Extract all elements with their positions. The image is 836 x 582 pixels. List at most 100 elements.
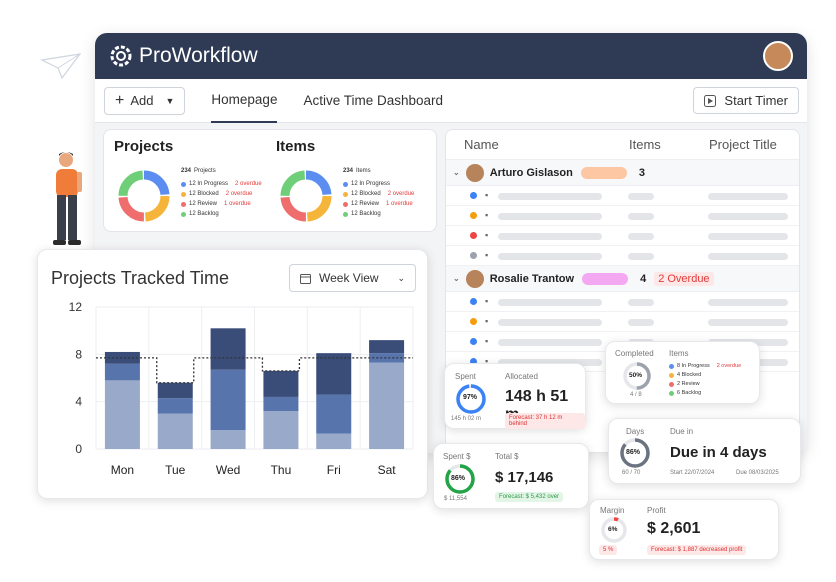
profit-value: $ 2,601 bbox=[647, 520, 701, 537]
spent-money-ring bbox=[445, 464, 475, 494]
placeholder-bar bbox=[628, 253, 654, 260]
spent-money-forecast: Forecast: $ 5,432 over bbox=[495, 492, 564, 502]
spent-card: Spent 97% 145 h 02 m Allocated 148 h 51 … bbox=[444, 363, 586, 429]
bar-segment[interactable] bbox=[210, 328, 246, 370]
item-type-icon: ▪ bbox=[485, 230, 489, 240]
tracked-time-card: Projects Tracked Time Week View ⌄ 0 4 8 12 M… bbox=[37, 249, 428, 499]
legend-dot bbox=[343, 201, 348, 207]
status-dot bbox=[470, 338, 477, 345]
spent-money-label: Spent $ bbox=[443, 452, 471, 461]
item-type-icon: ▪ bbox=[485, 190, 489, 200]
bar-segment[interactable] bbox=[316, 433, 352, 449]
week-view-dropdown[interactable]: Week View ⌄ bbox=[289, 264, 416, 292]
profit-forecast: Forecast: $ 1,887 decreased profit bbox=[647, 545, 747, 555]
total-money-label: Total $ bbox=[495, 452, 519, 461]
item-type-icon: ▪ bbox=[485, 356, 489, 366]
x-tick-label: Thu bbox=[271, 463, 292, 477]
group-pill bbox=[582, 272, 629, 285]
table-row[interactable]: ▪ bbox=[446, 312, 799, 332]
group-count: 4 bbox=[640, 272, 647, 285]
status-dot bbox=[470, 318, 477, 325]
bar-segment[interactable] bbox=[263, 396, 299, 412]
margin-card: Margin 6% 5 % Profit $ 2,601 Forecast: $… bbox=[589, 499, 779, 560]
legend-row: 12 Backlog bbox=[343, 209, 414, 219]
legend-overdue: 1 overdue bbox=[386, 201, 413, 207]
bar-segment[interactable] bbox=[263, 411, 299, 449]
bar-segment[interactable] bbox=[210, 369, 246, 431]
bar-segment[interactable] bbox=[369, 362, 405, 449]
bar-segment[interactable] bbox=[210, 430, 246, 449]
status-dot bbox=[470, 252, 477, 259]
bar-segment[interactable] bbox=[316, 394, 352, 434]
bar-segment[interactable] bbox=[263, 370, 299, 397]
start-timer-button[interactable]: Start Timer bbox=[693, 87, 799, 114]
table-group-row[interactable]: ⌄ Rosalie Trantow 4 2 Overdue bbox=[446, 266, 799, 292]
days-ring bbox=[620, 438, 650, 468]
legend-dot bbox=[343, 181, 348, 187]
bar-segment[interactable] bbox=[104, 363, 140, 381]
table-row[interactable]: ▪ bbox=[446, 226, 799, 246]
chevron-down-icon[interactable]: ⌄ bbox=[453, 168, 460, 177]
legend-dot bbox=[669, 373, 674, 378]
bar-segment[interactable] bbox=[157, 413, 193, 450]
legend-dot bbox=[181, 191, 186, 197]
table-row[interactable]: ▪ bbox=[446, 292, 799, 312]
legend-label: 12 Review bbox=[351, 201, 380, 207]
completed-ring bbox=[623, 362, 651, 390]
table-group-row[interactable]: ⌄ Arturo Gislason 3 bbox=[446, 160, 799, 186]
donut-segment bbox=[118, 170, 170, 222]
bar-segment[interactable] bbox=[157, 382, 193, 399]
gear-logo-icon bbox=[110, 45, 132, 67]
table-row[interactable]: ▪ bbox=[446, 206, 799, 226]
bar-segment[interactable] bbox=[369, 340, 405, 354]
tab-active-time-dashboard[interactable]: Active Time Dashboard bbox=[303, 93, 444, 108]
legend-dot bbox=[669, 382, 674, 387]
legend-dot bbox=[669, 391, 674, 396]
y-tick-label: 0 bbox=[75, 442, 82, 456]
placeholder-bar bbox=[708, 233, 788, 240]
legend-row: 12 Blocked 2 overdue bbox=[181, 189, 262, 199]
status-dot bbox=[470, 212, 477, 219]
play-icon bbox=[704, 94, 717, 107]
plus-icon: + bbox=[115, 91, 125, 109]
col-name[interactable]: Name bbox=[464, 137, 499, 152]
bar-segment[interactable] bbox=[157, 398, 193, 414]
legend-label: 12 Review bbox=[189, 201, 218, 207]
table-row[interactable]: ▪ bbox=[446, 186, 799, 206]
completed-label: Completed bbox=[615, 349, 654, 358]
col-items[interactable]: Items bbox=[629, 137, 661, 152]
allocated-label: Allocated bbox=[505, 372, 538, 381]
item-type-icon: ▪ bbox=[485, 250, 489, 260]
y-tick-label: 8 bbox=[75, 347, 82, 361]
placeholder-bar bbox=[628, 213, 654, 220]
donut-segment bbox=[280, 170, 332, 222]
user-avatar[interactable] bbox=[763, 41, 793, 71]
bar-segment[interactable] bbox=[104, 351, 140, 364]
ring-progress bbox=[620, 438, 650, 468]
chevron-down-icon[interactable]: ⌄ bbox=[453, 274, 460, 283]
projects-legend: 234 Projects 12 In Progress 2 overdue 12 Bl… bbox=[181, 166, 262, 219]
legend-dot bbox=[343, 211, 348, 217]
bar-segment[interactable] bbox=[104, 380, 140, 449]
legend-label: 8 In Progress bbox=[677, 363, 710, 369]
add-button[interactable]: + Add ▼ bbox=[104, 86, 186, 115]
status-dot bbox=[470, 298, 477, 305]
spent-money-pct: 86% bbox=[451, 475, 466, 482]
chevron-down-icon: ⌄ bbox=[397, 272, 405, 283]
x-tick-label: Tue bbox=[165, 463, 186, 477]
placeholder-bar bbox=[498, 339, 602, 346]
table-row[interactable]: ▪ bbox=[446, 246, 799, 266]
item-type-icon: ▪ bbox=[485, 336, 489, 346]
bar-segment[interactable] bbox=[369, 353, 405, 363]
days-pct: 86% bbox=[626, 449, 641, 456]
legend-label: 12 Blocked bbox=[351, 191, 381, 197]
bar-segment[interactable] bbox=[316, 353, 352, 395]
projects-summary: Projects bbox=[114, 138, 173, 155]
placeholder-bar bbox=[498, 233, 602, 240]
group-pill bbox=[580, 166, 627, 179]
placeholder-bar bbox=[498, 193, 602, 200]
total-money-value: $ 17,146 bbox=[495, 469, 554, 486]
col-project-title[interactable]: Project Title bbox=[709, 137, 777, 152]
tab-homepage[interactable]: Homepage bbox=[211, 79, 278, 123]
spent-label: Spent bbox=[455, 372, 476, 381]
